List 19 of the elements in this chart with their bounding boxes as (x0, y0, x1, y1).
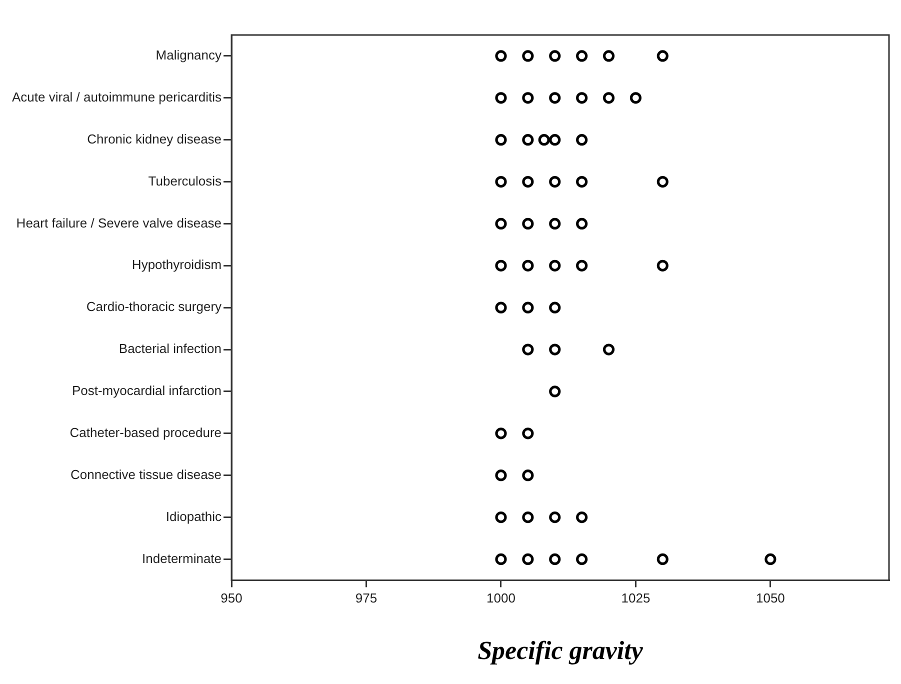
y-tick-label: Heart failure / Severe valve disease (16, 215, 222, 230)
x-axis-title: Specific gravity (478, 636, 644, 666)
y-tick-label: Malignancy (156, 48, 222, 63)
y-tick-label: Catheter-based procedure (70, 424, 222, 440)
x-tick-label: 1050 (756, 590, 785, 606)
y-tick-label: Cardio-thoracic surgery (86, 299, 222, 314)
x-tick-label: 1025 (621, 590, 650, 606)
y-tick-label: Post-myocardial infarction (72, 383, 222, 398)
y-tick-label: Idiopathic (166, 508, 222, 524)
y-tick-label: Tuberculosis (148, 173, 222, 188)
y-tick-label: Acute viral / autoimmune pericarditis (12, 89, 222, 104)
y-tick-label: Bacterial infection (118, 341, 222, 356)
y-tick-label: Chronic kidney disease (87, 131, 222, 146)
y-tick-label: Indeterminate (142, 550, 222, 566)
x-tick-label: 975 (355, 590, 378, 606)
y-tick-label: Hypothyroidism (132, 257, 222, 272)
y-tick-label: Connective tissue disease (70, 466, 222, 482)
x-tick-label: 950 (220, 590, 242, 606)
x-tick-label: 1000 (486, 590, 516, 606)
